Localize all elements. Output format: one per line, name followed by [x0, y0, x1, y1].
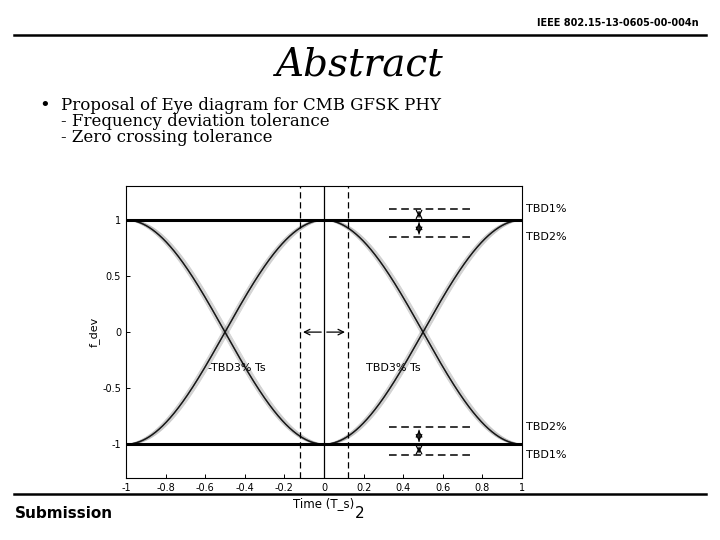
- Text: •: •: [40, 97, 50, 115]
- Text: TBD2%: TBD2%: [526, 232, 566, 242]
- Text: TBD1%: TBD1%: [526, 450, 566, 461]
- Text: - Zero crossing tolerance: - Zero crossing tolerance: [61, 129, 273, 145]
- Text: TBD2%: TBD2%: [526, 422, 566, 433]
- Text: Proposal of Eye diagram for CMB GFSK PHY: Proposal of Eye diagram for CMB GFSK PHY: [61, 97, 441, 114]
- Text: Abstract: Abstract: [276, 46, 444, 83]
- X-axis label: Time (T_s): Time (T_s): [293, 497, 355, 510]
- Text: -TBD3% Ts: -TBD3% Ts: [208, 363, 266, 373]
- Text: TBD3% Ts: TBD3% Ts: [366, 363, 420, 373]
- Y-axis label: f_dev: f_dev: [89, 317, 99, 347]
- Text: - Frequency deviation tolerance: - Frequency deviation tolerance: [61, 113, 330, 130]
- Text: 2: 2: [355, 505, 365, 521]
- Text: IEEE 802.15-13-0605-00-004n: IEEE 802.15-13-0605-00-004n: [537, 18, 698, 28]
- Text: Submission: Submission: [14, 505, 112, 521]
- Text: TBD1%: TBD1%: [526, 204, 566, 214]
